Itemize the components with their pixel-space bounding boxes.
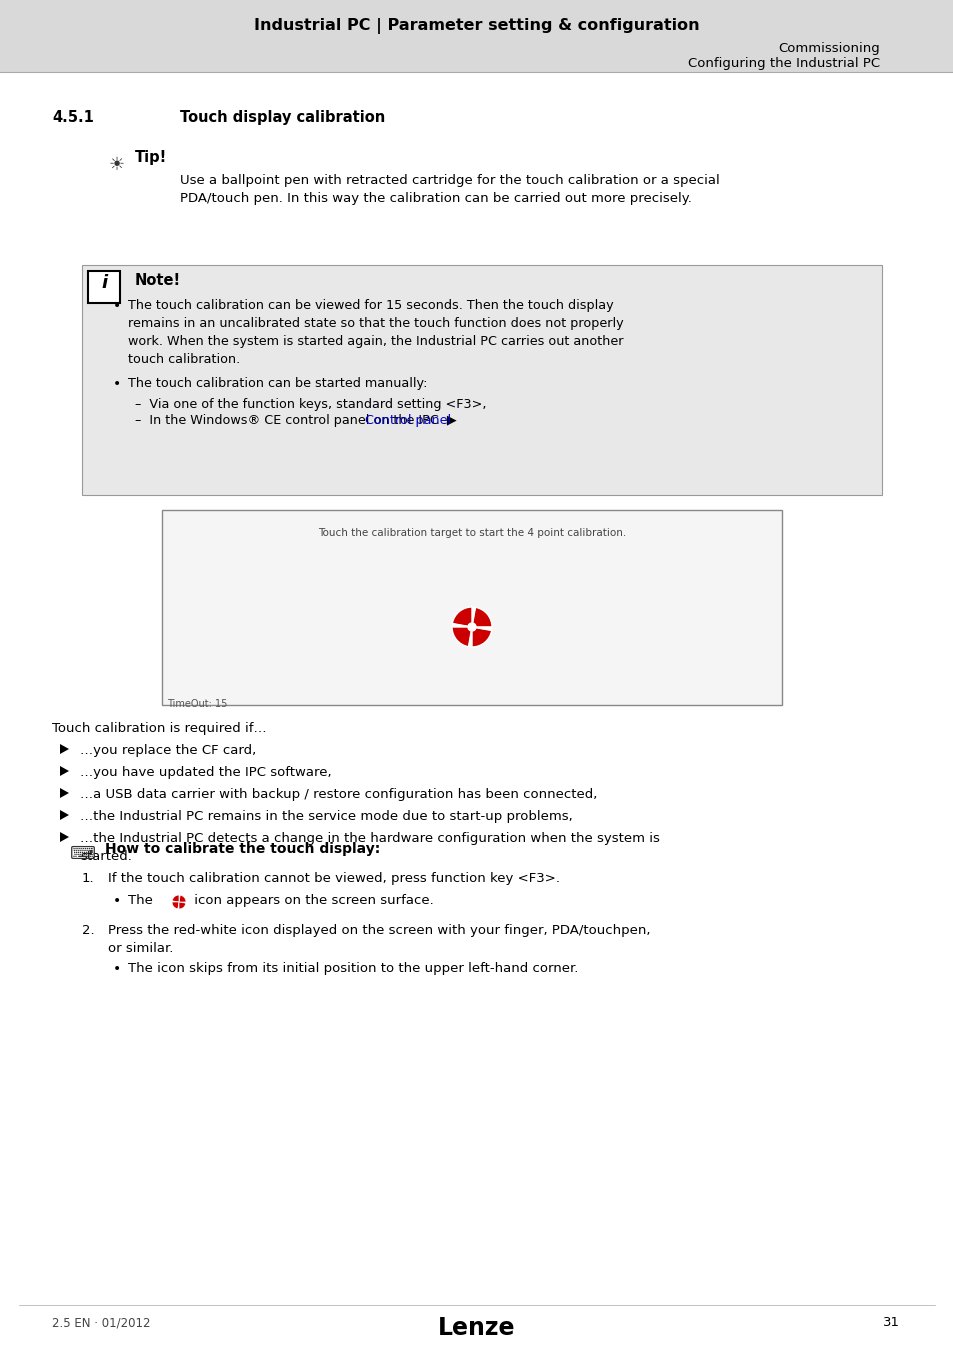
Text: Touch the calibration target to start the 4 point calibration.: Touch the calibration target to start th… [317,528,625,539]
Text: Commissioning: Commissioning [778,42,879,55]
Text: …you have updated the IPC software,: …you have updated the IPC software, [80,765,332,779]
Text: Touch display calibration: Touch display calibration [180,109,385,126]
Text: 31: 31 [882,1316,899,1328]
Text: …a USB data carrier with backup / restore configuration has been connected,: …a USB data carrier with backup / restor… [80,788,597,801]
Text: Configuring the Industrial PC: Configuring the Industrial PC [687,57,879,70]
Text: ⌨: ⌨ [70,845,96,863]
Text: Industrial PC | Parameter setting & configuration: Industrial PC | Parameter setting & conf… [253,18,700,34]
FancyBboxPatch shape [0,0,953,72]
Polygon shape [60,788,69,798]
Wedge shape [452,608,472,626]
Wedge shape [472,626,491,647]
Wedge shape [172,902,179,909]
Text: The icon skips from its initial position to the upper left-hand corner.: The icon skips from its initial position… [128,963,578,975]
Wedge shape [452,626,472,647]
Text: icon appears on the screen surface.: icon appears on the screen surface. [190,894,434,907]
Polygon shape [60,765,69,776]
Text: i: i [101,274,107,292]
Text: If the touch calibration cannot be viewed, press function key <F3>.: If the touch calibration cannot be viewe… [108,872,559,886]
Wedge shape [172,895,179,902]
Text: Control panel: Control panel [365,414,451,427]
FancyBboxPatch shape [82,265,882,495]
Text: Lenze: Lenze [437,1316,516,1341]
FancyBboxPatch shape [88,271,120,302]
Text: 1.: 1. [82,872,94,886]
Text: Tip!: Tip! [135,150,167,165]
Circle shape [468,622,476,630]
Text: Note!: Note! [135,273,181,288]
Text: Press the red-white icon displayed on the screen with your finger, PDA/touchpen,: Press the red-white icon displayed on th… [108,923,650,954]
Text: •: • [112,963,121,976]
Wedge shape [179,895,186,902]
Text: ☀: ☀ [109,157,125,174]
Text: …the Industrial PC detects a change in the hardware configuration when the syste: …the Industrial PC detects a change in t… [80,832,659,863]
FancyBboxPatch shape [162,510,781,705]
Wedge shape [179,902,186,909]
Text: The: The [128,894,157,907]
Text: …you replace the CF card,: …you replace the CF card, [80,744,256,757]
Text: 2.: 2. [82,923,94,937]
Polygon shape [60,832,69,842]
Text: The touch calibration can be viewed for 15 seconds. Then the touch display
remai: The touch calibration can be viewed for … [128,298,623,366]
Wedge shape [472,608,492,626]
Polygon shape [60,810,69,819]
Text: •: • [112,894,121,909]
Text: •: • [112,377,121,392]
Text: 4.5.1: 4.5.1 [52,109,93,126]
Text: Use a ballpoint pen with retracted cartridge for the touch calibration or a spec: Use a ballpoint pen with retracted cartr… [180,174,719,205]
Text: Touch calibration is required if…: Touch calibration is required if… [52,722,266,734]
Wedge shape [452,624,472,626]
Text: The touch calibration can be started manually:: The touch calibration can be started man… [128,377,427,390]
Text: How to calibrate the touch display:: How to calibrate the touch display: [105,842,380,856]
Wedge shape [468,626,472,647]
Text: •: • [112,298,121,313]
Wedge shape [472,608,475,626]
Text: –  Via one of the function keys, standard setting <F3>,: – Via one of the function keys, standard… [135,398,486,410]
Text: TimeOut: 15: TimeOut: 15 [167,699,227,709]
Polygon shape [60,744,69,755]
Text: …the Industrial PC remains in the service mode due to start-up problems,: …the Industrial PC remains in the servic… [80,810,572,824]
Wedge shape [472,626,492,630]
Text: 2.5 EN · 01/2012: 2.5 EN · 01/2012 [52,1316,151,1328]
Text: –  In the Windows® CE control panel on the IPC  ▶: – In the Windows® CE control panel on th… [135,414,460,427]
